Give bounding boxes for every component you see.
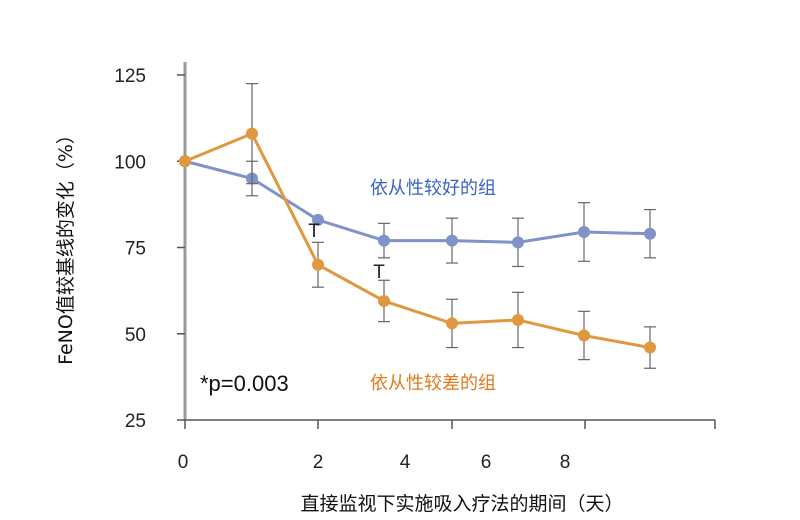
- y-tick-label: 25: [125, 411, 146, 432]
- data-point: [378, 234, 390, 247]
- significance-marker: T: [308, 221, 320, 242]
- data-point: [179, 155, 191, 168]
- data-point: [446, 317, 458, 330]
- x-tick-label: 2: [313, 452, 324, 473]
- y-tick-label: 50: [125, 325, 146, 346]
- significance-marker: T: [373, 262, 385, 283]
- series-label-good: 依从性较好的组: [370, 178, 496, 199]
- plot-frame: [183, 62, 715, 421]
- y-tick-label: 125: [114, 66, 146, 87]
- y-axis-ticks: 125 100 75 50 25: [114, 66, 185, 432]
- series-label-poor: 依从性较差的组: [370, 373, 496, 394]
- x-tick-label: 0: [178, 452, 189, 473]
- data-point: [312, 258, 324, 271]
- x-tick-label: 8: [560, 452, 571, 473]
- series-line: [184, 159, 651, 244]
- series-group: TT: [179, 83, 656, 369]
- data-point: [644, 341, 656, 354]
- x-tick-label: 6: [481, 452, 492, 473]
- data-point: [446, 234, 458, 247]
- y-axis-title: FeNO值较基线的变化（%）: [55, 125, 77, 365]
- data-point: [578, 329, 590, 342]
- x-axis-ticks: 0 2 4 6 8: [178, 420, 716, 473]
- data-point: [512, 313, 524, 326]
- x-tick-label: 4: [400, 452, 411, 473]
- x-axis-title: 直接监视下实施吸入疗法的期间（天）: [300, 493, 623, 515]
- series-line: [184, 131, 651, 350]
- data-point: [644, 227, 656, 240]
- p-value-annotation: *p=0.003: [200, 371, 289, 396]
- data-point: [378, 294, 390, 307]
- data-point: [312, 213, 324, 226]
- y-tick-label: 100: [114, 152, 146, 173]
- series-good: [179, 155, 656, 268]
- y-tick-label: 75: [125, 239, 146, 260]
- series-poor: [179, 83, 656, 369]
- data-point: [578, 225, 590, 238]
- data-point: [512, 236, 524, 249]
- data-point: [246, 127, 258, 140]
